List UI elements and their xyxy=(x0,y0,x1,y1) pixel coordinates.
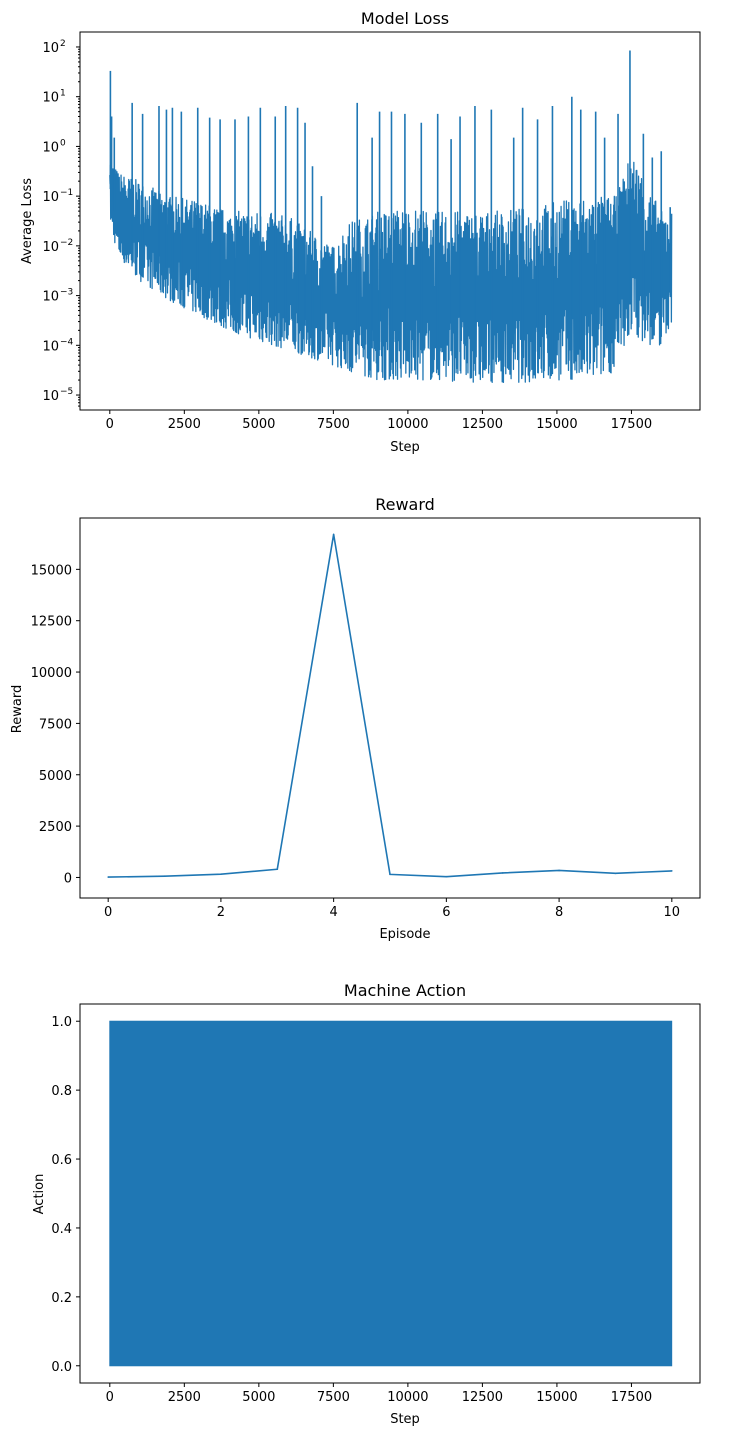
loss-chart-title: Model Loss xyxy=(361,9,449,28)
loss-chart-ytick-label: 10 xyxy=(42,190,59,205)
reward-chart-ytick-label: 2500 xyxy=(39,820,72,835)
reward-point xyxy=(276,868,279,871)
reward-point xyxy=(107,876,109,878)
action-chart-xtick-label: 10000 xyxy=(387,1390,428,1405)
loss-chart-ytick-label: 10 xyxy=(42,91,59,106)
reward-chart-ytick-label: 12500 xyxy=(31,615,72,630)
reward-point xyxy=(671,870,673,872)
loss-chart-ytick-exponent: 0 xyxy=(60,138,66,148)
loss-chart-xtick-label: 12500 xyxy=(462,417,503,432)
action-chart-ylabel: Action xyxy=(32,1174,47,1215)
reward-chart-xtick-label: 10 xyxy=(664,905,681,920)
reward-point xyxy=(445,875,448,878)
loss-chart-frame xyxy=(79,31,701,411)
action-chart-ytick-label: 0.0 xyxy=(51,1360,72,1375)
reward-point xyxy=(332,533,335,536)
loss-chart-ytick-exponent: 1 xyxy=(60,89,66,99)
loss-chart-ytick-exponent: −4 xyxy=(60,337,74,347)
reward-point xyxy=(389,873,391,876)
reward-chart-ytick-label: 10000 xyxy=(31,666,72,681)
loss-chart-xtick-label: 10000 xyxy=(387,417,428,432)
loss-chart-ytick-label: 10 xyxy=(42,290,59,305)
reward-point xyxy=(163,875,166,878)
reward-chart-ytick-label: 5000 xyxy=(39,769,72,784)
action-chart-xtick-label: 15000 xyxy=(536,1390,577,1405)
reward-chart-xtick-label: 2 xyxy=(217,905,225,920)
loss-chart-ytick-exponent: −1 xyxy=(60,188,73,198)
loss-chart-ytick-label: 10 xyxy=(42,339,59,354)
reward-series-line xyxy=(108,533,672,878)
action-chart-ytick-label: 0.4 xyxy=(51,1222,72,1237)
reward-point xyxy=(501,872,504,874)
loss-chart-xtick-label: 2500 xyxy=(168,417,201,432)
loss-chart-ytick-label: 10 xyxy=(42,240,59,255)
action-chart-title: Machine Action xyxy=(344,981,466,1000)
action-chart-ytick-label: 0.2 xyxy=(51,1291,72,1306)
loss-chart-ytick-exponent: −3 xyxy=(60,288,73,298)
action-chart-xtick-label: 17500 xyxy=(611,1390,652,1405)
loss-chart-xtick-label: 15000 xyxy=(536,417,577,432)
loss-chart-xtick-label: 5000 xyxy=(242,417,275,432)
reward-chart-frame xyxy=(79,517,701,899)
reward-point xyxy=(220,873,222,875)
action-chart-xtick-label: 2500 xyxy=(168,1390,201,1405)
reward-chart-xtick-label: 6 xyxy=(442,905,450,920)
action-chart-ytick-label: 0.8 xyxy=(51,1084,72,1099)
reward-chart-title: Reward xyxy=(375,495,435,514)
reward-chart-ytick-label: 15000 xyxy=(31,563,72,578)
action-chart-xtick-label: 0 xyxy=(106,1390,114,1405)
action-chart-xlabel: Step xyxy=(390,1412,420,1427)
action-chart-ytick-label: 0.6 xyxy=(51,1153,72,1168)
loss-chart-xtick-label: 7500 xyxy=(317,417,350,432)
reward-chart: Reward 0 2500 5000 7500 10000 12500 15000 0 2 4 6… xyxy=(10,495,701,942)
loss-chart-xtick-label: 17500 xyxy=(611,417,652,432)
reward-point xyxy=(558,869,560,872)
reward-chart-xtick-label: 0 xyxy=(104,905,112,920)
loss-chart-ytick-label: 10 xyxy=(42,389,59,404)
action-chart: Machine Action 0.0 0.2 0.4 0.6 0.8 1.0 0 2500 5… xyxy=(32,981,701,1427)
action-chart-frame xyxy=(79,1003,701,1384)
action-chart-xtick-label: 5000 xyxy=(242,1390,275,1405)
action-chart-ytick-label: 1.0 xyxy=(51,1015,72,1030)
reward-chart-ytick-label: 0 xyxy=(64,871,72,886)
loss-chart-ylabel: Average Loss xyxy=(20,178,35,264)
loss-chart-ytick-exponent: −2 xyxy=(60,238,73,248)
loss-chart-ytick-label: 10 xyxy=(42,140,59,155)
action-series-band xyxy=(109,1020,673,1367)
loss-chart-ytick-exponent: 2 xyxy=(60,39,66,49)
reward-chart-ylabel: Reward xyxy=(10,685,25,733)
reward-chart-xtick-label: 4 xyxy=(329,905,337,920)
loss-chart-ytick-label: 10 xyxy=(42,41,59,56)
loss-chart-xtick-label: 0 xyxy=(106,417,114,432)
reward-point xyxy=(614,872,617,875)
action-chart-xtick-label: 7500 xyxy=(317,1390,350,1405)
reward-chart-xtick-label: 8 xyxy=(555,905,563,920)
reward-chart-ytick-label: 7500 xyxy=(39,717,72,732)
reward-chart-xlabel: Episode xyxy=(379,927,430,942)
loss-chart-ytick-exponent: −5 xyxy=(60,387,73,397)
action-chart-xtick-label: 12500 xyxy=(462,1390,503,1405)
loss-chart-xlabel: Step xyxy=(390,440,420,455)
